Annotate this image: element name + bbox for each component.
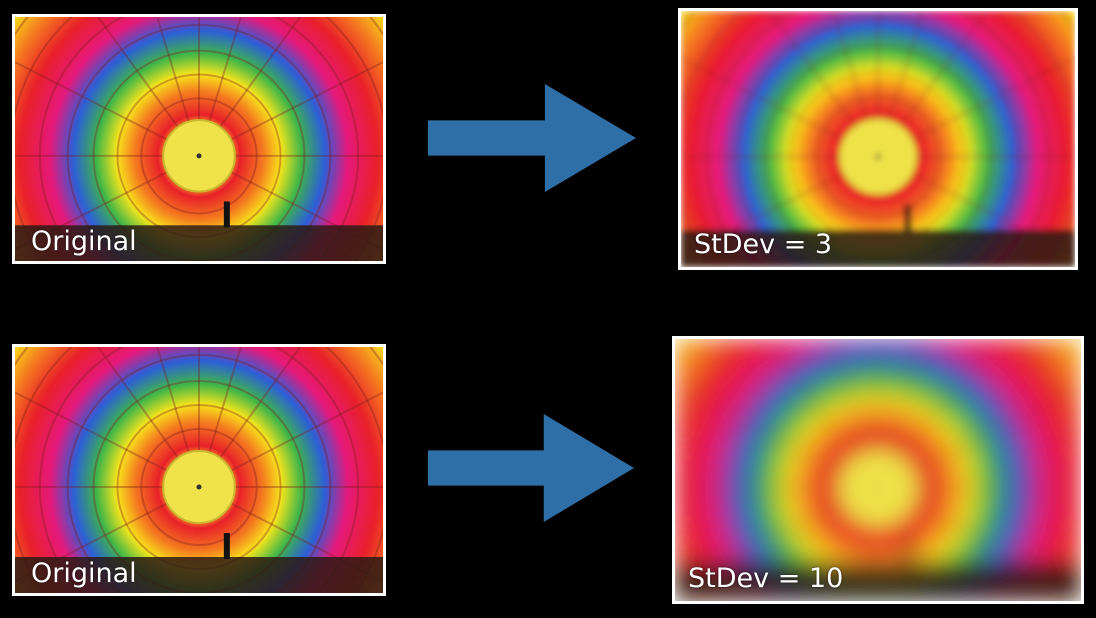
balloon-image-original-top <box>15 17 383 261</box>
blurred-image-stdev-3 <box>678 8 1078 270</box>
caption-stdev-10: StDev = 10 <box>688 563 844 594</box>
caption-stdev-3: StDev = 3 <box>694 229 833 260</box>
right-arrow-icon <box>428 84 636 192</box>
caption-original-top: Original <box>31 226 137 257</box>
balloon-image-blur-10 <box>675 339 1081 601</box>
caption-original-bottom: Original <box>31 558 137 589</box>
original-image-bottom <box>12 344 386 596</box>
blurred-image-stdev-10 <box>672 336 1084 604</box>
original-image-top <box>12 14 386 264</box>
right-arrow-icon <box>428 414 634 522</box>
balloon-image-original-bottom <box>15 347 383 593</box>
